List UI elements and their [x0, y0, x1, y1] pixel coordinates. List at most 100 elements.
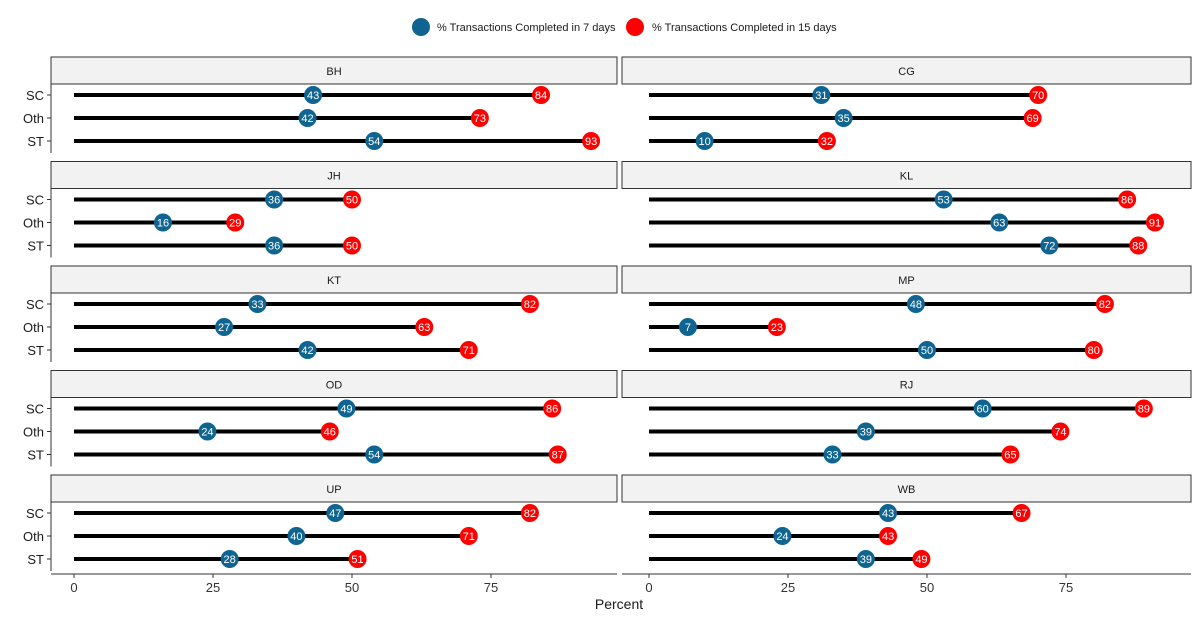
x-tick-label: 25: [781, 580, 795, 595]
point-15-days: [1023, 109, 1042, 127]
label-7-days: 24: [201, 427, 213, 439]
label-7-days: 39: [860, 427, 872, 439]
point-15-days: [343, 236, 361, 255]
label-7-days: 43: [307, 90, 319, 102]
label-15-days: 29: [229, 218, 241, 230]
point-7-days: [906, 295, 925, 313]
label-15-days: 46: [324, 427, 336, 439]
point-7-days: [934, 190, 953, 209]
facet-strip-label: KL: [900, 171, 913, 183]
category-label: SC: [26, 506, 44, 521]
point-15-days: [520, 295, 539, 313]
label-15-days: 71: [463, 531, 475, 543]
label-7-days: 43: [882, 508, 894, 520]
facet-bh: BH SC 84 43 Oth 73 42 ST 93 54: [23, 56, 618, 153]
point-7-days: [812, 86, 831, 104]
point-15-days: [543, 399, 562, 418]
point-15-days: [470, 109, 489, 127]
label-15-days: 73: [474, 113, 486, 125]
facet-up: UP SC 82 47 Oth 71 40 ST 51 28: [23, 474, 618, 571]
label-15-days: 50: [346, 195, 358, 207]
label-15-days: 93: [585, 136, 597, 148]
facet-mp: MP 82 48 23 7 80 50: [621, 265, 1192, 359]
label-15-days: 80: [1088, 345, 1100, 357]
label-15-days: 82: [524, 299, 536, 311]
point-7-days: [823, 445, 842, 464]
label-7-days: 7: [685, 322, 691, 334]
label-15-days: 82: [524, 508, 536, 520]
label-15-days: 43: [882, 531, 894, 543]
facet-wb: WB 67 43 43 24 49 39: [621, 474, 1192, 568]
label-7-days: 28: [224, 554, 236, 566]
label-7-days: 72: [1043, 241, 1055, 253]
point-7-days: [1040, 236, 1059, 255]
facet-strip: [50, 265, 618, 294]
point-7-days: [834, 109, 853, 127]
point-15-days: [1084, 341, 1103, 359]
label-7-days: 54: [368, 450, 380, 462]
point-15-days: [348, 550, 367, 568]
point-7-days: [856, 550, 875, 568]
point-15-days: [459, 341, 478, 359]
label-15-days: 51: [351, 554, 363, 566]
point-7-days: [265, 190, 284, 209]
label-7-days: 10: [698, 136, 710, 148]
label-7-days: 63: [993, 218, 1005, 230]
facet-strip-label: MP: [898, 275, 915, 287]
point-15-days: [320, 422, 339, 441]
category-label: Oth: [23, 320, 44, 335]
point-15-days: [548, 445, 567, 464]
label-15-days: 71: [463, 345, 475, 357]
category-label: ST: [27, 448, 44, 463]
point-7-days: [215, 318, 234, 336]
facet-strip-label: OD: [326, 380, 343, 392]
facet-strip: [50, 370, 618, 398]
point-15-days: [532, 86, 551, 104]
facet-panels: BH SC 84 43 Oth 73 42 ST 93 54 CG 70 31 69 35 32 10 JH SC 5…: [23, 56, 1192, 571]
legend-label-15-days: % Transactions Completed in 15 days: [652, 22, 837, 34]
label-7-days: 40: [290, 531, 302, 543]
point-15-days: [817, 132, 836, 150]
legend-swatch-7-days: [412, 18, 430, 36]
point-7-days: [298, 341, 317, 359]
category-label: ST: [27, 343, 44, 358]
point-7-days: [918, 341, 936, 359]
label-15-days: 82: [1099, 299, 1111, 311]
point-15-days: [343, 190, 361, 209]
point-15-days: [1129, 236, 1148, 255]
facet-rj: RJ 89 60 74 39 65 33: [621, 370, 1192, 464]
category-label: ST: [27, 134, 44, 149]
label-15-days: 91: [1149, 218, 1161, 230]
label-15-days: 65: [1004, 450, 1016, 462]
category-label: SC: [26, 193, 44, 208]
label-7-days: 33: [826, 450, 838, 462]
x-tick-label: 0: [645, 580, 652, 595]
point-7-days: [365, 445, 384, 464]
point-7-days: [337, 399, 356, 418]
label-15-days: 49: [915, 554, 927, 566]
point-15-days: [1095, 295, 1114, 313]
point-7-days: [326, 504, 345, 522]
label-15-days: 67: [1015, 508, 1027, 520]
label-15-days: 88: [1132, 241, 1144, 253]
facet-strip-label: KT: [327, 275, 341, 287]
facet-strip: [50, 56, 618, 85]
facet-kl: KL 86 53 91 63 88 72: [621, 161, 1192, 255]
label-15-days: 86: [1121, 195, 1133, 207]
facet-strip-label: WB: [898, 484, 916, 496]
category-label: Oth: [23, 529, 44, 544]
point-7-days: [304, 86, 323, 104]
label-7-days: 24: [776, 531, 788, 543]
label-15-days: 50: [346, 241, 358, 253]
point-15-days: [1012, 504, 1031, 522]
point-7-days: [773, 527, 792, 545]
facet-strip: [50, 474, 618, 503]
label-15-days: 89: [1138, 404, 1150, 416]
label-15-days: 70: [1032, 90, 1044, 102]
point-15-days: [767, 318, 786, 336]
point-15-days: [1001, 445, 1020, 464]
x-axis-title: Percent: [595, 596, 643, 612]
label-15-days: 84: [535, 90, 547, 102]
x-tick-label: 75: [1059, 580, 1073, 595]
